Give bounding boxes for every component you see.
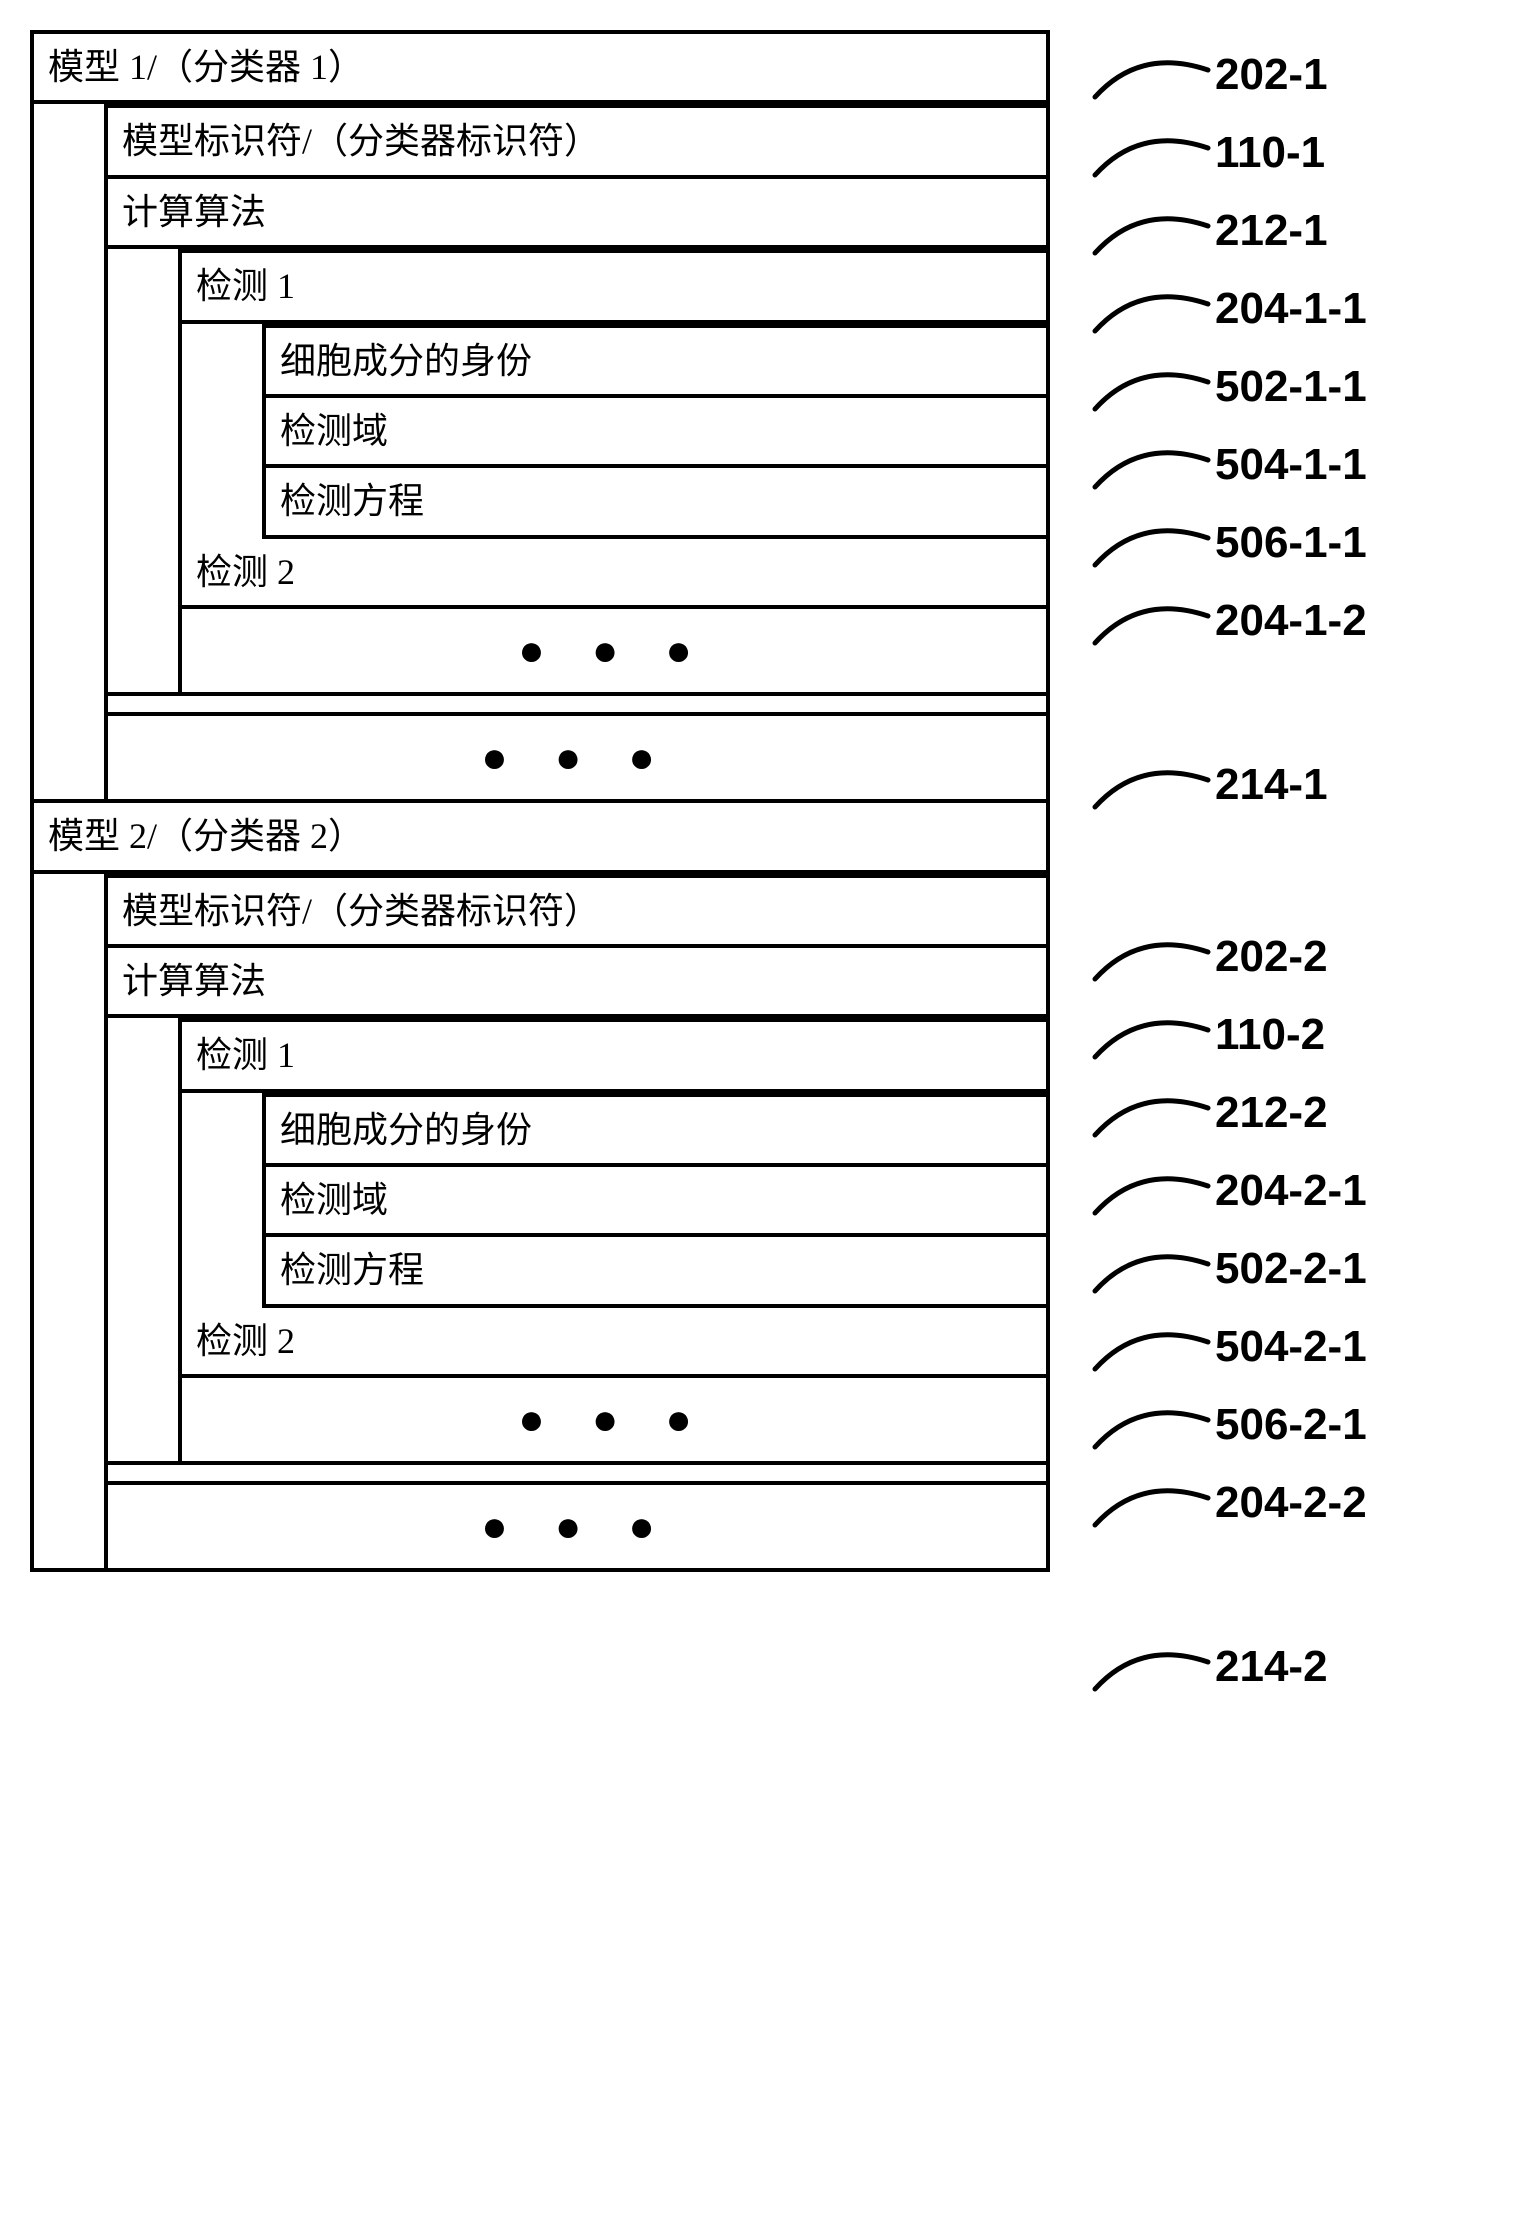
- model-1-test-2-label: 检测 2: [178, 539, 1046, 609]
- model-1-algorithm-1-label: 计算算法: [104, 179, 1046, 249]
- ref-label-202-2: 202-2: [1215, 932, 1328, 982]
- ellipsis: ● ● ●: [178, 609, 1046, 692]
- model-2-algorithm-1-label: 计算算法: [104, 948, 1046, 1018]
- ref-label-506-1-1: 506-1-1: [1215, 518, 1367, 568]
- leader-curve: [1085, 1080, 1215, 1150]
- model-2-identifier: 模型标识符/（分类器标识符）: [104, 874, 1046, 948]
- m2-t1-domain: 检测域: [262, 1167, 1046, 1237]
- ref-label-204-2-2: 204-2-2: [1215, 1478, 1367, 1528]
- ref-label-214-1: 214-1: [1215, 760, 1328, 810]
- ellipsis: ● ● ●: [104, 1485, 1046, 1568]
- m2-t1-equation: 检测方程: [262, 1237, 1046, 1307]
- ref-label-506-2-1: 506-2-1: [1215, 1400, 1367, 1450]
- leader-curve: [1085, 198, 1215, 268]
- leader-curve: [1085, 510, 1215, 580]
- ref-label-204-1-2: 204-1-2: [1215, 596, 1367, 646]
- leader-curve: [1085, 1470, 1215, 1540]
- model-1-test-1-label: 检测 1: [178, 249, 1046, 323]
- model-2-test-2-label: 检测 2: [178, 1308, 1046, 1378]
- leader-curve: [1085, 1314, 1215, 1384]
- leader-curve: [1085, 1002, 1215, 1072]
- ref-label-204-2-1: 204-2-1: [1215, 1166, 1367, 1216]
- ellipsis: ● ● ●: [178, 1378, 1046, 1461]
- ref-label-504-2-1: 504-2-1: [1215, 1322, 1367, 1372]
- ref-label-502-2-1: 502-2-1: [1215, 1244, 1367, 1294]
- leader-curve: [1085, 1634, 1215, 1704]
- ellipsis: ● ● ●: [104, 716, 1046, 799]
- model-2-title: 模型 2/（分类器 2）: [34, 803, 1046, 873]
- leader-curve: [1085, 432, 1215, 502]
- ref-label-110-2: 110-2: [1215, 1010, 1325, 1060]
- ref-label-504-1-1: 504-1-1: [1215, 440, 1367, 490]
- leader-curve: [1085, 276, 1215, 346]
- model-2-test-1-label: 检测 1: [178, 1018, 1046, 1092]
- m1-t1-domain: 检测域: [262, 398, 1046, 468]
- leader-curve: [1085, 354, 1215, 424]
- ref-label-502-1-1: 502-1-1: [1215, 362, 1367, 412]
- leader-curve: [1085, 1158, 1215, 1228]
- leader-curve: [1085, 588, 1215, 658]
- m2-t1-cell-identity: 细胞成分的身份: [262, 1093, 1046, 1167]
- ref-label-110-1: 110-1: [1215, 128, 1325, 178]
- m1-t1-equation: 检测方程: [262, 468, 1046, 538]
- ref-label-212-1: 212-1: [1215, 206, 1328, 256]
- leader-curve: [1085, 120, 1215, 190]
- ref-label-214-2: 214-2: [1215, 1642, 1328, 1692]
- diagram-canvas: 模型 1/（分类器 1） 模型标识符/（分类器标识符） 计算算法 检测 1 细胞…: [20, 20, 1524, 2209]
- leader-curve: [1085, 1236, 1215, 1306]
- leader-curve: [1085, 752, 1215, 822]
- nested-box-diagram: 模型 1/（分类器 1） 模型标识符/（分类器标识符） 计算算法 检测 1 细胞…: [30, 30, 1050, 1572]
- leader-curve: [1085, 924, 1215, 994]
- leader-curve: [1085, 42, 1215, 112]
- m1-t1-cell-identity: 细胞成分的身份: [262, 324, 1046, 398]
- model-2: 模型 2/（分类器 2） 模型标识符/（分类器标识符） 计算算法 检测 1 细胞…: [30, 803, 1050, 1572]
- model-2-algorithm-2-label: [104, 1461, 1046, 1485]
- ref-label-204-1-1: 204-1-1: [1215, 284, 1367, 334]
- model-1-title: 模型 1/（分类器 1）: [34, 34, 1046, 104]
- ref-label-202-1: 202-1: [1215, 50, 1328, 100]
- ref-label-212-2: 212-2: [1215, 1088, 1328, 1138]
- leader-curve: [1085, 1392, 1215, 1462]
- model-1: 模型 1/（分类器 1） 模型标识符/（分类器标识符） 计算算法 检测 1 细胞…: [30, 30, 1050, 803]
- model-1-identifier: 模型标识符/（分类器标识符）: [104, 104, 1046, 178]
- model-1-algorithm-2-label: [104, 692, 1046, 716]
